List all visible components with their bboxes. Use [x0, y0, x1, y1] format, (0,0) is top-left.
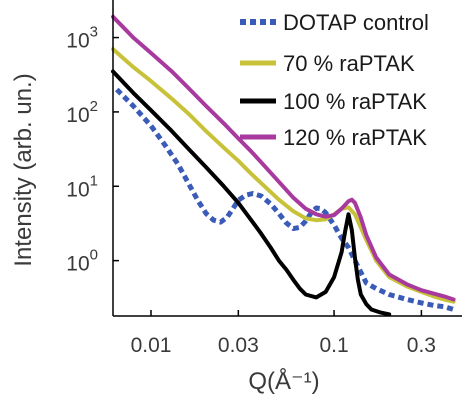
x-tick-label: 0.1: [319, 334, 348, 357]
legend-label-0: DOTAP control: [283, 10, 429, 35]
x-tick-label: 0.01: [131, 334, 172, 357]
x-tick-label: 0.03: [218, 334, 259, 357]
x-axis-title: Q(Å⁻¹): [248, 367, 319, 395]
y-tick-exponent: 3: [90, 24, 98, 41]
y-tick-exponent: 2: [90, 98, 98, 115]
y-tick-label: 103: [66, 24, 98, 53]
y-tick-label: 101: [66, 172, 98, 201]
y-axis-title: Intensity (arb. un.): [10, 73, 37, 266]
legend: DOTAP control 70 % raPTAK 100 % raPTAK 120 …: [240, 10, 429, 150]
y-tick-base: 10: [66, 104, 89, 127]
x-tick-labels: 0.01 0.03 0.1 0.3: [131, 310, 436, 357]
x-tick-label: 0.3: [407, 334, 436, 357]
series-layer: [111, 14, 456, 317]
series-line-2: [111, 69, 392, 317]
y-tick-label: 100: [66, 247, 98, 276]
series-line-0: [115, 87, 455, 312]
y-tick-exponent: 1: [90, 172, 98, 189]
y-tick-exponent: 0: [90, 247, 98, 264]
y-tick-base: 10: [66, 253, 89, 276]
legend-label-2: 100 % raPTAK: [283, 89, 427, 114]
legend-label-3: 120 % raPTAK: [283, 125, 427, 150]
series-line-1: [111, 47, 456, 304]
legend-label-1: 70 % raPTAK: [283, 51, 415, 76]
series-line-3: [111, 14, 456, 302]
y-tick-label: 102: [66, 98, 98, 127]
y-tick-base: 10: [66, 30, 89, 53]
axis-layer: [112, 0, 462, 317]
y-tick-base: 10: [66, 178, 89, 201]
